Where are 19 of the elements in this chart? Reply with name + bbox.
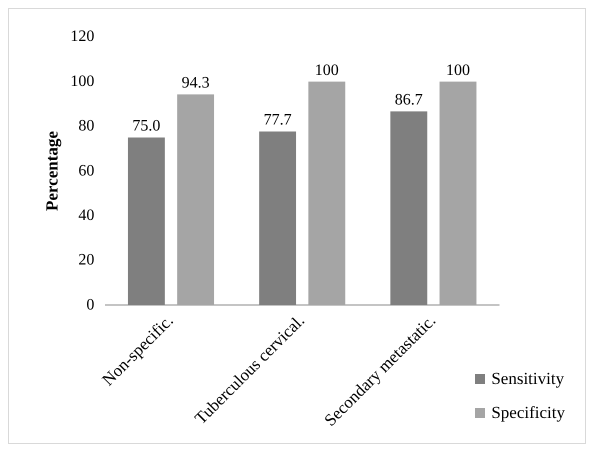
bar xyxy=(177,94,214,306)
y-tick-label: 120 xyxy=(70,28,94,46)
legend-label: Specificity xyxy=(491,403,565,423)
y-tick-label: 0 xyxy=(86,296,94,314)
bar xyxy=(308,82,346,306)
legend-label: Sensitivity xyxy=(491,369,564,389)
y-tick-label: 100 xyxy=(70,72,94,90)
y-axis-title: Percentage xyxy=(42,130,62,212)
y-tick-label: 40 xyxy=(78,206,94,224)
data-label: 77.7 xyxy=(264,112,292,129)
data-label: 100 xyxy=(314,62,339,79)
data-label: 94.3 xyxy=(182,74,210,92)
y-tick-label: 20 xyxy=(78,252,94,269)
y-tick-label: 80 xyxy=(78,118,94,135)
data-label: 86.7 xyxy=(394,92,423,109)
data-label: 100 xyxy=(446,62,470,79)
y-tick-label: 60 xyxy=(78,162,94,180)
bar xyxy=(440,82,476,306)
data-label: 75.0 xyxy=(132,118,160,135)
